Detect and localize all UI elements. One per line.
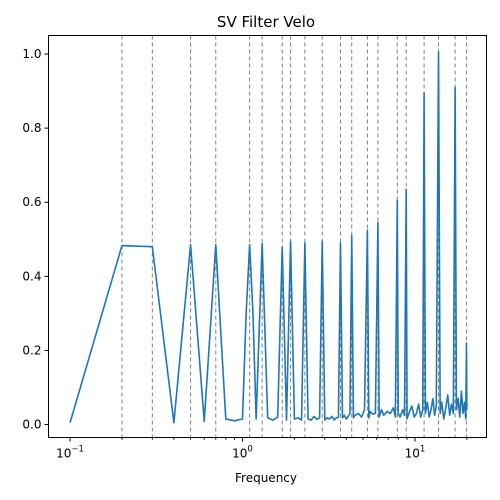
y-tick-label-5: 1.0 [22,47,41,61]
x-tick-label-0: 10−1 [56,445,84,461]
series-line [69,51,468,424]
x-tick-label-1: 100 [232,445,253,461]
y-tick-label-0: 0.0 [22,418,41,432]
x-tick-label-2: 101 [405,445,426,461]
x-axis-ticks: 10−1 100 101 [56,437,468,461]
chart-title: SV Filter Velo [217,13,315,31]
series-group [69,51,468,424]
y-tick-label-3: 0.6 [22,195,41,209]
y-axis-ticks: 0.0 0.2 0.4 0.6 0.8 1.0 [22,47,49,432]
y-tick-label-4: 0.8 [22,121,41,135]
y-tick-label-2: 0.4 [22,269,41,283]
y-tick-label-1: 0.2 [22,343,41,357]
x-axis-label: Frequency [235,471,297,485]
plot-frame [48,35,487,438]
